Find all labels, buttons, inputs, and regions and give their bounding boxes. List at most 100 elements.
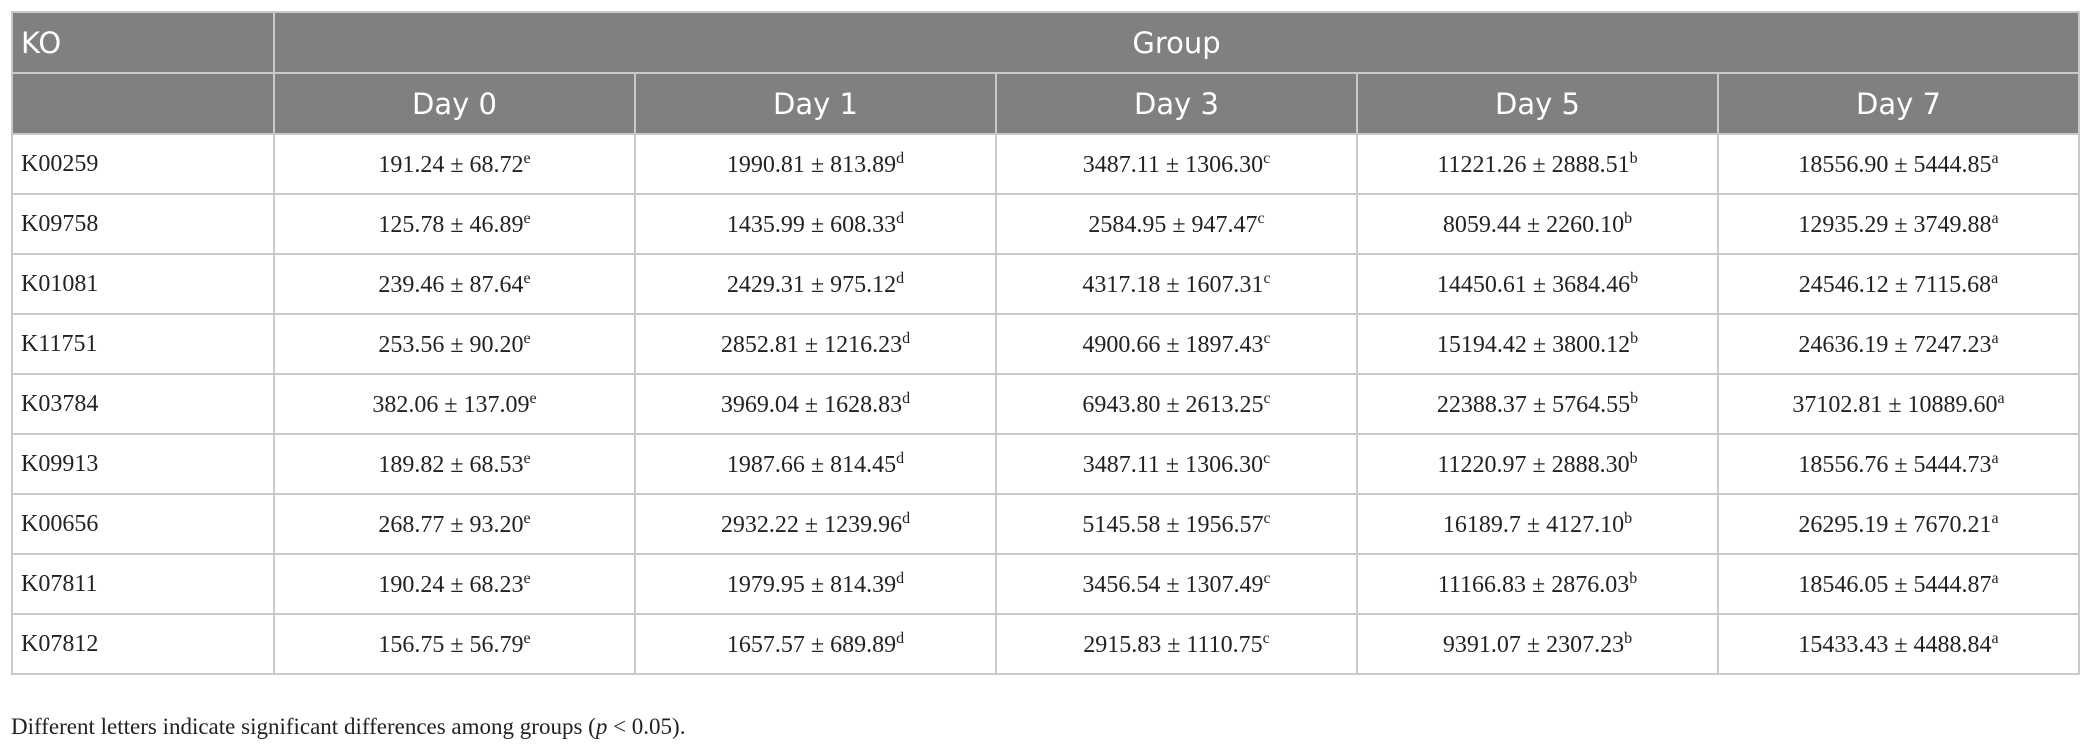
significance-letter: c [1262, 629, 1270, 647]
cell-value: 2584.95 ± 947.47 [1088, 211, 1258, 238]
value-cell: 12935.29 ± 3749.88a [1717, 193, 2080, 255]
value-cell: 1657.57 ± 689.89d [634, 613, 997, 675]
cell-value: 191.24 ± 68.72 [378, 151, 524, 178]
value-cell: 1990.81 ± 813.89d [634, 133, 997, 195]
value-cell: 268.77 ± 93.20e [273, 493, 636, 555]
significance-letter: d [896, 449, 905, 467]
table-row: K01081 239.46 ± 87.64e 2429.31 ± 975.12d 43… [11, 253, 2080, 315]
significance-letter: e [523, 449, 531, 467]
ko-cell: K00656 [11, 493, 275, 555]
header-cell: Day 0 [273, 72, 636, 135]
cell-value: 2852.81 ± 1216.23 [720, 331, 903, 358]
significance-letter: a [1997, 389, 2005, 407]
cell-value: 2915.83 ± 1110.75 [1083, 631, 1263, 658]
value-cell: 11221.26 ± 2888.51b [1356, 133, 1719, 195]
significance-letter: c [1263, 149, 1271, 167]
value-cell: 190.24 ± 68.23e [273, 553, 636, 615]
cell-value: 253.56 ± 90.20 [378, 331, 524, 358]
cell-value: 239.46 ± 87.64 [378, 271, 524, 298]
significance-letter: d [896, 569, 905, 587]
cell-value: 24636.19 ± 7247.23 [1798, 331, 1992, 358]
header-cell: KO [11, 11, 275, 74]
cell-value: 24546.12 ± 7115.68 [1798, 271, 1992, 298]
header-cell: Day 3 [995, 72, 1358, 135]
ko-cell: K09913 [11, 433, 275, 495]
ko-cell: K11751 [11, 313, 275, 375]
significance-letter: d [896, 269, 905, 287]
cell-value: 2429.31 ± 975.12 [726, 271, 897, 298]
value-cell: 156.75 ± 56.79e [273, 613, 636, 675]
ko-cell: K01081 [11, 253, 275, 315]
cell-value: 15433.43 ± 4488.84 [1798, 631, 1992, 658]
significance-letter: a [1991, 269, 1999, 287]
value-cell: 8059.44 ± 2260.10b [1356, 193, 1719, 255]
significance-letter: e [529, 389, 537, 407]
cell-value: 12935.29 ± 3749.88 [1798, 211, 1992, 238]
significance-letter: b [1624, 209, 1633, 227]
value-cell: 11166.83 ± 2876.03b [1356, 553, 1719, 615]
cell-value: 11220.97 ± 2888.30 [1437, 451, 1630, 478]
significance-letter: a [1991, 329, 1999, 347]
value-cell: 189.82 ± 68.53e [273, 433, 636, 495]
cell-value: 1987.66 ± 814.45 [726, 451, 897, 478]
value-cell: 18556.90 ± 5444.85a [1717, 133, 2080, 195]
header-row: KO Group [11, 11, 2080, 74]
value-cell: 22388.37 ± 5764.55b [1356, 373, 1719, 435]
table-row: K11751 253.56 ± 90.20e 2852.81 ± 1216.23d 4… [11, 313, 2080, 375]
value-cell: 14450.61 ± 3684.46b [1356, 253, 1719, 315]
value-cell: 18556.76 ± 5444.73a [1717, 433, 2080, 495]
value-cell: 125.78 ± 46.89e [273, 193, 636, 255]
value-cell: 11220.97 ± 2888.30b [1356, 433, 1719, 495]
value-cell: 2852.81 ± 1216.23d [634, 313, 997, 375]
cell-value: 9391.07 ± 2307.23 [1442, 631, 1625, 658]
cell-value: 37102.81 ± 10889.60 [1792, 391, 1998, 418]
cell-value: 16189.7 ± 4127.10 [1442, 511, 1625, 538]
significance-letter: a [1991, 569, 1999, 587]
data-table: KO Group Day 0 Day 1 Day 3 Day 5 Day 7 K0025… [11, 11, 2080, 675]
significance-letter: c [1257, 209, 1265, 227]
value-cell: 2584.95 ± 947.47c [995, 193, 1358, 255]
ko-cell: K07812 [11, 613, 275, 675]
footnote-text: < 0.05). [607, 714, 686, 739]
value-cell: 382.06 ± 137.09e [273, 373, 636, 435]
value-cell: 253.56 ± 90.20e [273, 313, 636, 375]
value-cell: 3487.11 ± 1306.30c [995, 133, 1358, 195]
cell-value: 3487.11 ± 1306.30 [1082, 151, 1264, 178]
cell-value: 15194.42 ± 3800.12 [1436, 331, 1631, 358]
table-container: KO Group Day 0 Day 1 Day 3 Day 5 Day 7 K0025… [11, 11, 2080, 675]
significance-letter: b [1624, 509, 1633, 527]
significance-letter: b [1629, 149, 1638, 167]
value-cell: 15194.42 ± 3800.12b [1356, 313, 1719, 375]
value-cell: 1987.66 ± 814.45d [634, 433, 997, 495]
table-row: K09913 189.82 ± 68.53e 1987.66 ± 814.45d 34… [11, 433, 2080, 495]
significance-letter: d [896, 209, 905, 227]
cell-value: 1657.57 ± 689.89 [726, 631, 897, 658]
footnote: Different letters indicate significant d… [11, 714, 685, 740]
table-row: K03784 382.06 ± 137.09e 3969.04 ± 1628.83d… [11, 373, 2080, 435]
significance-letter: c [1263, 449, 1271, 467]
cell-value: 8059.44 ± 2260.10 [1442, 211, 1625, 238]
significance-letter: b [1630, 269, 1639, 287]
cell-value: 2932.22 ± 1239.96 [720, 511, 903, 538]
value-cell: 37102.81 ± 10889.60a [1717, 373, 2080, 435]
ko-cell: K03784 [11, 373, 275, 435]
value-cell: 18546.05 ± 5444.87a [1717, 553, 2080, 615]
significance-letter: e [523, 569, 531, 587]
header-cell [11, 72, 275, 135]
value-cell: 3969.04 ± 1628.83d [634, 373, 997, 435]
significance-letter: b [1624, 629, 1633, 647]
significance-letter: e [523, 209, 531, 227]
cell-value: 268.77 ± 93.20 [378, 511, 524, 538]
header-cell: Day 5 [1356, 72, 1719, 135]
value-cell: 2932.22 ± 1239.96d [634, 493, 997, 555]
significance-letter: a [1991, 449, 1999, 467]
significance-letter: e [523, 329, 531, 347]
value-cell: 2915.83 ± 1110.75c [995, 613, 1358, 675]
significance-letter: e [523, 509, 531, 527]
significance-letter: a [1991, 149, 1999, 167]
significance-letter: c [1263, 509, 1271, 527]
significance-letter: d [896, 149, 905, 167]
value-cell: 2429.31 ± 975.12d [634, 253, 997, 315]
cell-value: 1435.99 ± 608.33 [726, 211, 897, 238]
